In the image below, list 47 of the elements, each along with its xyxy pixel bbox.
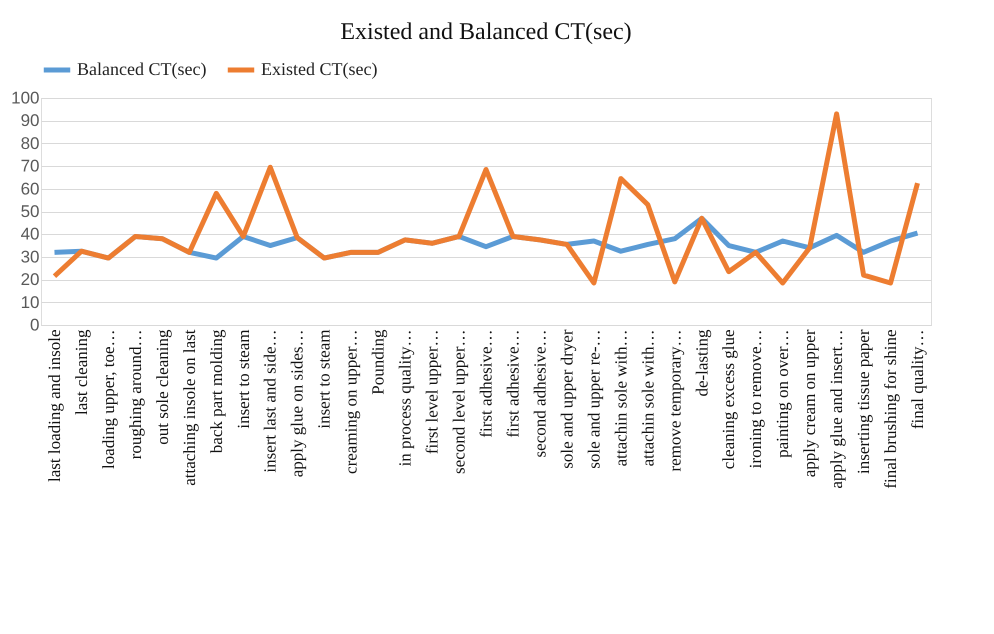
x-tick-label: painting on over… <box>773 330 792 458</box>
x-tick-label: inserting tissue paper <box>854 329 874 474</box>
x-tick-label: insert last and side… <box>260 330 280 473</box>
x-tick-label: Pounding <box>368 329 388 395</box>
x-tick-label: roughing around… <box>126 330 145 460</box>
y-tick-label: 80 <box>20 134 40 153</box>
x-tick-label: first adhesive… <box>503 330 522 438</box>
y-tick-label: 0 <box>30 316 40 334</box>
x-tick-label: last loading and insole <box>44 330 64 482</box>
x-tick-label: back part molding <box>206 329 226 454</box>
y-tick-label: 40 <box>20 224 40 244</box>
legend-label: Existed CT(sec) <box>261 59 378 79</box>
x-tick-label: apply glue on sides… <box>288 330 307 478</box>
x-tick-label: loading upper, toe… <box>98 330 118 470</box>
y-tick-label: 30 <box>20 247 40 266</box>
legend-label: Balanced CT(sec) <box>77 59 206 79</box>
x-tick-label: sole and upper dryer <box>557 329 576 469</box>
x-tick-label: attachin sole with… <box>611 330 630 466</box>
x-tick-label: apply cream on upper <box>800 329 820 478</box>
x-tick-label: creaming on upper… <box>342 330 361 474</box>
y-tick-label: 20 <box>20 270 40 290</box>
x-tick-label: first level upper… <box>422 330 442 454</box>
x-tick-label: first adhesive… <box>476 330 496 438</box>
y-tick-label: 90 <box>20 111 40 130</box>
x-tick-label: remove temporary… <box>665 330 684 472</box>
y-tick-label: 10 <box>20 292 40 312</box>
x-tick-label: final brushing for shine <box>881 330 900 489</box>
x-tick-label: attachin sole with… <box>638 330 658 466</box>
x-tick-label: out sole cleaning <box>152 329 172 445</box>
y-tick-label: 50 <box>20 202 40 221</box>
x-tick-label: insert to steam <box>314 330 334 429</box>
x-tick-label: sole and upper re-… <box>584 330 604 469</box>
x-tick-label: in process quality… <box>396 330 415 466</box>
x-tick-label: cleaning excess glue <box>719 330 738 470</box>
x-tick-label: apply glue and insert… <box>827 330 846 489</box>
x-tick-label: de-lasting <box>692 329 712 397</box>
x-tick-label: attaching insole on last <box>180 329 199 486</box>
x-tick-label: ironing to remove… <box>746 330 766 468</box>
y-tick-label: 70 <box>20 156 40 176</box>
y-tick-label: 60 <box>20 179 40 198</box>
x-tick-label: insert to steam <box>234 330 253 429</box>
x-tick-label: last cleaning <box>72 329 91 415</box>
y-tick-label: 100 <box>11 88 40 108</box>
x-tick-label: second adhesive… <box>530 330 550 458</box>
x-tick-label: final quality… <box>908 330 928 430</box>
chart-title: Existed and Balanced CT(sec) <box>340 19 632 45</box>
x-tick-label: second level upper… <box>450 330 469 474</box>
